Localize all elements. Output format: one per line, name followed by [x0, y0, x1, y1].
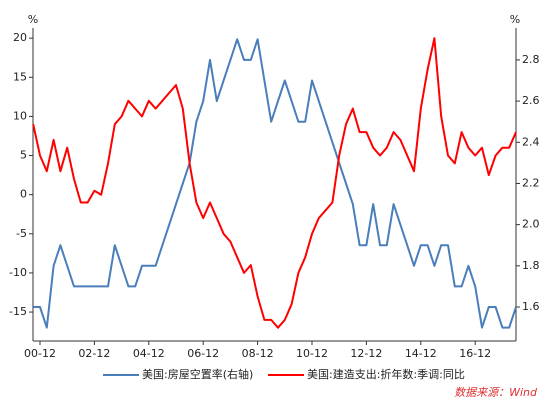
- y-tick-label: -5: [16, 227, 27, 240]
- x-tick-label: 10-12: [296, 347, 328, 360]
- x-tick-label: 08-12: [242, 347, 274, 360]
- y2-tick-label: 1.6: [522, 300, 540, 313]
- y-tick-label: -15: [9, 305, 27, 318]
- y-tick-label: 5: [20, 149, 27, 162]
- x-tick-label: 02-12: [78, 347, 110, 360]
- y-tick-label: 10: [13, 109, 27, 122]
- series-line: [32, 37, 517, 329]
- legend-label: 美国:建造支出:折年数:季调:同比: [307, 367, 465, 381]
- y-tick-label: 15: [13, 70, 27, 83]
- y2-tick-label: 1.8: [522, 259, 540, 272]
- y2-tick-label: 2.8: [522, 53, 540, 66]
- y-tick-label: 20: [13, 31, 27, 44]
- x-tick-label: 00-12: [24, 347, 56, 360]
- y2-tick-label: 2.6: [522, 94, 540, 107]
- y-unit: %: [28, 13, 38, 26]
- y2-unit: %: [510, 13, 520, 26]
- y2-tick-label: 2.4: [522, 135, 540, 148]
- x-tick-label: 04-12: [133, 347, 165, 360]
- y2-tick-label: 2.2: [522, 176, 540, 189]
- source-note: 数据来源：Wind: [454, 386, 538, 399]
- x-tick-label: 12-12: [350, 347, 382, 360]
- x-tick-label: 14-12: [405, 347, 437, 360]
- y-tick-label: -10: [9, 266, 27, 279]
- x-tick-label: 06-12: [187, 347, 219, 360]
- series-line: [33, 38, 517, 329]
- y-tick-label: 0: [20, 188, 27, 201]
- x-tick-label: 16-12: [459, 347, 491, 360]
- y2-tick-label: 2.0: [522, 218, 540, 231]
- legend-label: 美国:房屋空置率(右轴): [142, 367, 253, 381]
